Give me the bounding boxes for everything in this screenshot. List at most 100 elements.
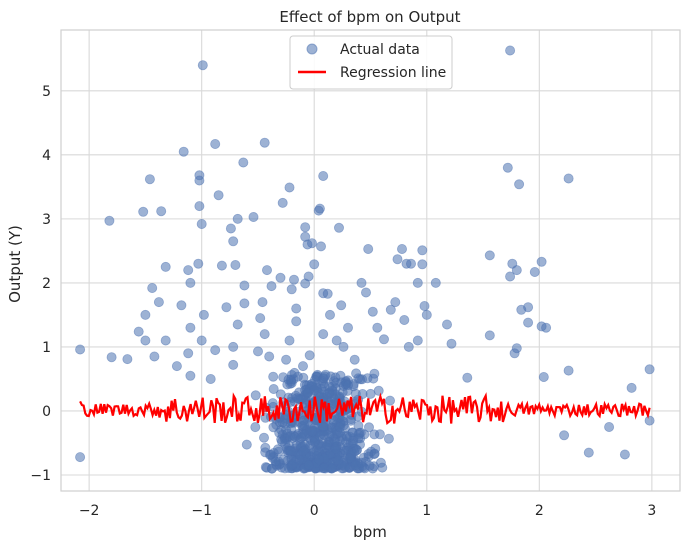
data-point (213, 190, 224, 201)
data-point (333, 222, 344, 233)
legend-label-actual-data: Actual data (340, 42, 420, 58)
data-point (255, 313, 266, 324)
data-point (356, 277, 367, 288)
data-point (541, 322, 552, 333)
data-point (171, 361, 182, 372)
data-point (283, 374, 294, 385)
data-point (346, 414, 357, 425)
x-tick-label: −2 (79, 503, 100, 519)
data-point (106, 352, 117, 363)
data-point (309, 259, 320, 270)
data-point (369, 368, 380, 379)
data-point (194, 175, 205, 186)
data-point (284, 335, 295, 346)
x-tick-label: 2 (535, 503, 544, 519)
data-point (198, 309, 209, 320)
data-point (298, 372, 309, 383)
data-point (419, 300, 430, 311)
data-point (396, 243, 407, 254)
data-point (430, 277, 441, 288)
y-tick-label: 3 (42, 212, 51, 228)
data-point (268, 383, 279, 394)
data-point (291, 303, 302, 314)
data-point (228, 359, 239, 370)
data-point (178, 146, 189, 157)
data-point (373, 385, 384, 396)
data-point (183, 265, 194, 276)
data-point (378, 334, 389, 345)
data-point (138, 206, 149, 217)
y-tick-label: 5 (42, 84, 51, 100)
data-point (363, 243, 374, 254)
data-point (230, 259, 241, 270)
data-point (232, 213, 243, 224)
y-tick-labels: −1 0 1 2 3 4 5 (30, 84, 51, 484)
data-point (267, 398, 278, 409)
data-point (604, 421, 615, 432)
data-point (196, 335, 207, 346)
data-point (511, 265, 522, 276)
data-point (197, 60, 208, 71)
data-point (147, 282, 158, 293)
data-point (259, 329, 270, 340)
data-point (149, 351, 160, 362)
data-point (351, 445, 362, 456)
data-point (563, 173, 574, 184)
data-point (140, 335, 151, 346)
data-point (252, 346, 263, 357)
data-point (281, 354, 292, 365)
data-point (194, 201, 205, 212)
data-point (239, 298, 250, 309)
data-point (385, 304, 396, 315)
data-point (318, 170, 329, 181)
data-point (514, 179, 525, 190)
data-point (462, 372, 473, 383)
data-point (270, 456, 281, 467)
regression-line (79, 392, 651, 425)
data-point (321, 439, 332, 450)
data-point (298, 446, 309, 457)
data-point (285, 446, 296, 457)
data-point (644, 415, 655, 426)
data-point (144, 174, 155, 185)
data-point (239, 280, 250, 291)
data-point (185, 322, 196, 333)
data-point (502, 162, 513, 173)
data-point (248, 211, 259, 222)
data-point (225, 223, 236, 234)
y-tick-label: 0 (42, 404, 51, 420)
data-point (75, 344, 86, 355)
data-point (399, 314, 410, 325)
legend-box (289, 35, 453, 90)
x-tick-label: −1 (191, 503, 212, 519)
data-point (210, 345, 221, 356)
x-tick-label: 0 (310, 503, 319, 519)
data-point (342, 322, 353, 333)
data-point (277, 197, 288, 208)
data-point (322, 288, 333, 299)
data-point (318, 329, 329, 340)
data-point (559, 430, 570, 441)
data-point (258, 432, 269, 443)
data-point (529, 266, 540, 277)
data-point (303, 460, 314, 471)
x-tick-label: 1 (422, 503, 431, 519)
data-point (523, 302, 534, 313)
data-point (193, 258, 204, 269)
y-tick-label: −1 (30, 468, 51, 484)
data-point (484, 250, 495, 261)
data-point (403, 341, 414, 352)
data-point (441, 319, 452, 330)
data-point (317, 421, 328, 432)
data-point (417, 259, 428, 270)
data-point (264, 351, 275, 362)
data-point (349, 354, 360, 365)
data-point (505, 45, 516, 56)
data-point (309, 385, 320, 396)
data-point (295, 432, 306, 443)
chart-title: Effect of bpm on Output (279, 8, 460, 26)
data-point (205, 373, 216, 384)
data-point (536, 256, 547, 267)
data-point (284, 182, 295, 193)
data-point (250, 390, 261, 401)
